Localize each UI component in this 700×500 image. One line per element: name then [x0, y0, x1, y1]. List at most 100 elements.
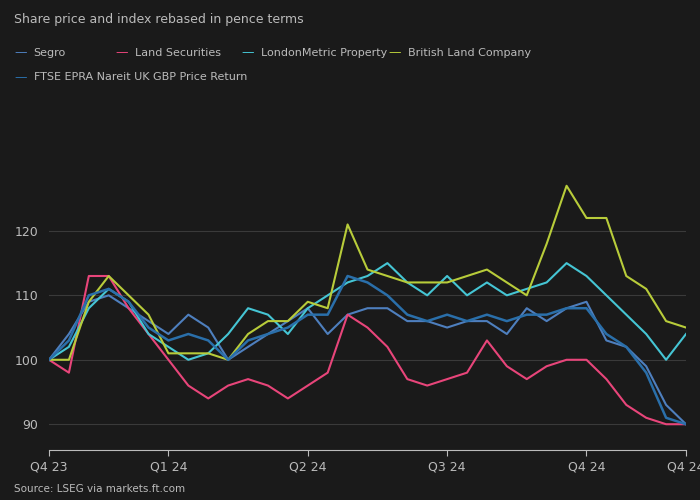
Segro [204, 324, 213, 330]
LondonMetric Property [164, 344, 173, 350]
FTSE EPRA Nareit UK GBP Price Return [602, 331, 610, 337]
Text: Share price and index rebased in pence terms: Share price and index rebased in pence t… [14, 12, 304, 26]
FTSE EPRA Nareit UK GBP Price Return [125, 299, 133, 305]
LondonMetric Property [264, 312, 272, 318]
Segro [164, 331, 173, 337]
British Land Company [64, 357, 73, 363]
British Land Company [582, 215, 591, 221]
Segro [443, 324, 452, 330]
Land Securities [184, 382, 192, 388]
Land Securities [423, 382, 431, 388]
Segro [304, 305, 312, 311]
Land Securities [144, 331, 153, 337]
Segro [64, 331, 73, 337]
Segro [602, 338, 610, 344]
British Land Company [264, 318, 272, 324]
LondonMetric Property [602, 292, 610, 298]
LondonMetric Property [483, 280, 491, 285]
FTSE EPRA Nareit UK GBP Price Return [184, 331, 192, 337]
LondonMetric Property [562, 260, 570, 266]
Text: Source: LSEG via markets.ft.com: Source: LSEG via markets.ft.com [14, 484, 185, 494]
British Land Company [562, 183, 570, 189]
FTSE EPRA Nareit UK GBP Price Return [503, 318, 511, 324]
British Land Company [304, 299, 312, 305]
FTSE EPRA Nareit UK GBP Price Return [323, 312, 332, 318]
LondonMetric Property [224, 331, 232, 337]
British Land Company [323, 305, 332, 311]
FTSE EPRA Nareit UK GBP Price Return [443, 312, 452, 318]
Land Securities [164, 357, 173, 363]
FTSE EPRA Nareit UK GBP Price Return [423, 318, 431, 324]
Land Securities [383, 344, 391, 350]
LondonMetric Property [204, 350, 213, 356]
Segro [682, 421, 690, 427]
LondonMetric Property [85, 305, 93, 311]
Land Securities [204, 396, 213, 402]
Land Securities [582, 357, 591, 363]
LondonMetric Property [363, 273, 372, 279]
FTSE EPRA Nareit UK GBP Price Return [264, 331, 272, 337]
FTSE EPRA Nareit UK GBP Price Return [164, 338, 173, 344]
FTSE EPRA Nareit UK GBP Price Return [85, 292, 93, 298]
British Land Company [45, 357, 53, 363]
British Land Company [542, 241, 551, 247]
FTSE EPRA Nareit UK GBP Price Return [284, 324, 292, 330]
FTSE EPRA Nareit UK GBP Price Return [483, 312, 491, 318]
FTSE EPRA Nareit UK GBP Price Return [204, 338, 213, 344]
Land Securities [104, 273, 113, 279]
LondonMetric Property [304, 305, 312, 311]
Land Securities [224, 382, 232, 388]
Land Securities [562, 357, 570, 363]
British Land Company [423, 280, 431, 285]
Segro [642, 363, 650, 369]
Text: —: — [116, 46, 128, 59]
FTSE EPRA Nareit UK GBP Price Return [622, 344, 631, 350]
Land Securities [244, 376, 252, 382]
LondonMetric Property [662, 357, 671, 363]
LondonMetric Property [682, 331, 690, 337]
Land Securities [522, 376, 531, 382]
Segro [463, 318, 471, 324]
FTSE EPRA Nareit UK GBP Price Return [582, 305, 591, 311]
British Land Company [622, 273, 631, 279]
British Land Company [403, 280, 412, 285]
LondonMetric Property [542, 280, 551, 285]
Segro [562, 305, 570, 311]
FTSE EPRA Nareit UK GBP Price Return [403, 312, 412, 318]
Land Securities [682, 421, 690, 427]
FTSE EPRA Nareit UK GBP Price Return [104, 286, 113, 292]
FTSE EPRA Nareit UK GBP Price Return [64, 338, 73, 344]
Land Securities [463, 370, 471, 376]
LondonMetric Property [622, 312, 631, 318]
FTSE EPRA Nareit UK GBP Price Return [642, 370, 650, 376]
FTSE EPRA Nareit UK GBP Price Return [45, 357, 53, 363]
LondonMetric Property [383, 260, 391, 266]
Land Securities [284, 396, 292, 402]
Land Securities [304, 382, 312, 388]
Segro [542, 318, 551, 324]
LondonMetric Property [403, 280, 412, 285]
Land Securities [503, 363, 511, 369]
British Land Company [244, 331, 252, 337]
LondonMetric Property [64, 344, 73, 350]
Land Securities [323, 370, 332, 376]
Land Securities [542, 363, 551, 369]
FTSE EPRA Nareit UK GBP Price Return [304, 312, 312, 318]
British Land Company [682, 324, 690, 330]
Text: Segro: Segro [34, 48, 66, 58]
Land Securities [403, 376, 412, 382]
British Land Company [104, 273, 113, 279]
LondonMetric Property [582, 273, 591, 279]
FTSE EPRA Nareit UK GBP Price Return [562, 305, 570, 311]
British Land Company [284, 318, 292, 324]
British Land Company [483, 266, 491, 272]
Segro [503, 331, 511, 337]
Land Securities [363, 324, 372, 330]
LondonMetric Property [125, 299, 133, 305]
British Land Company [144, 312, 153, 318]
British Land Company [85, 299, 93, 305]
British Land Company [642, 286, 650, 292]
British Land Company [522, 292, 531, 298]
LondonMetric Property [463, 292, 471, 298]
Segro [224, 357, 232, 363]
